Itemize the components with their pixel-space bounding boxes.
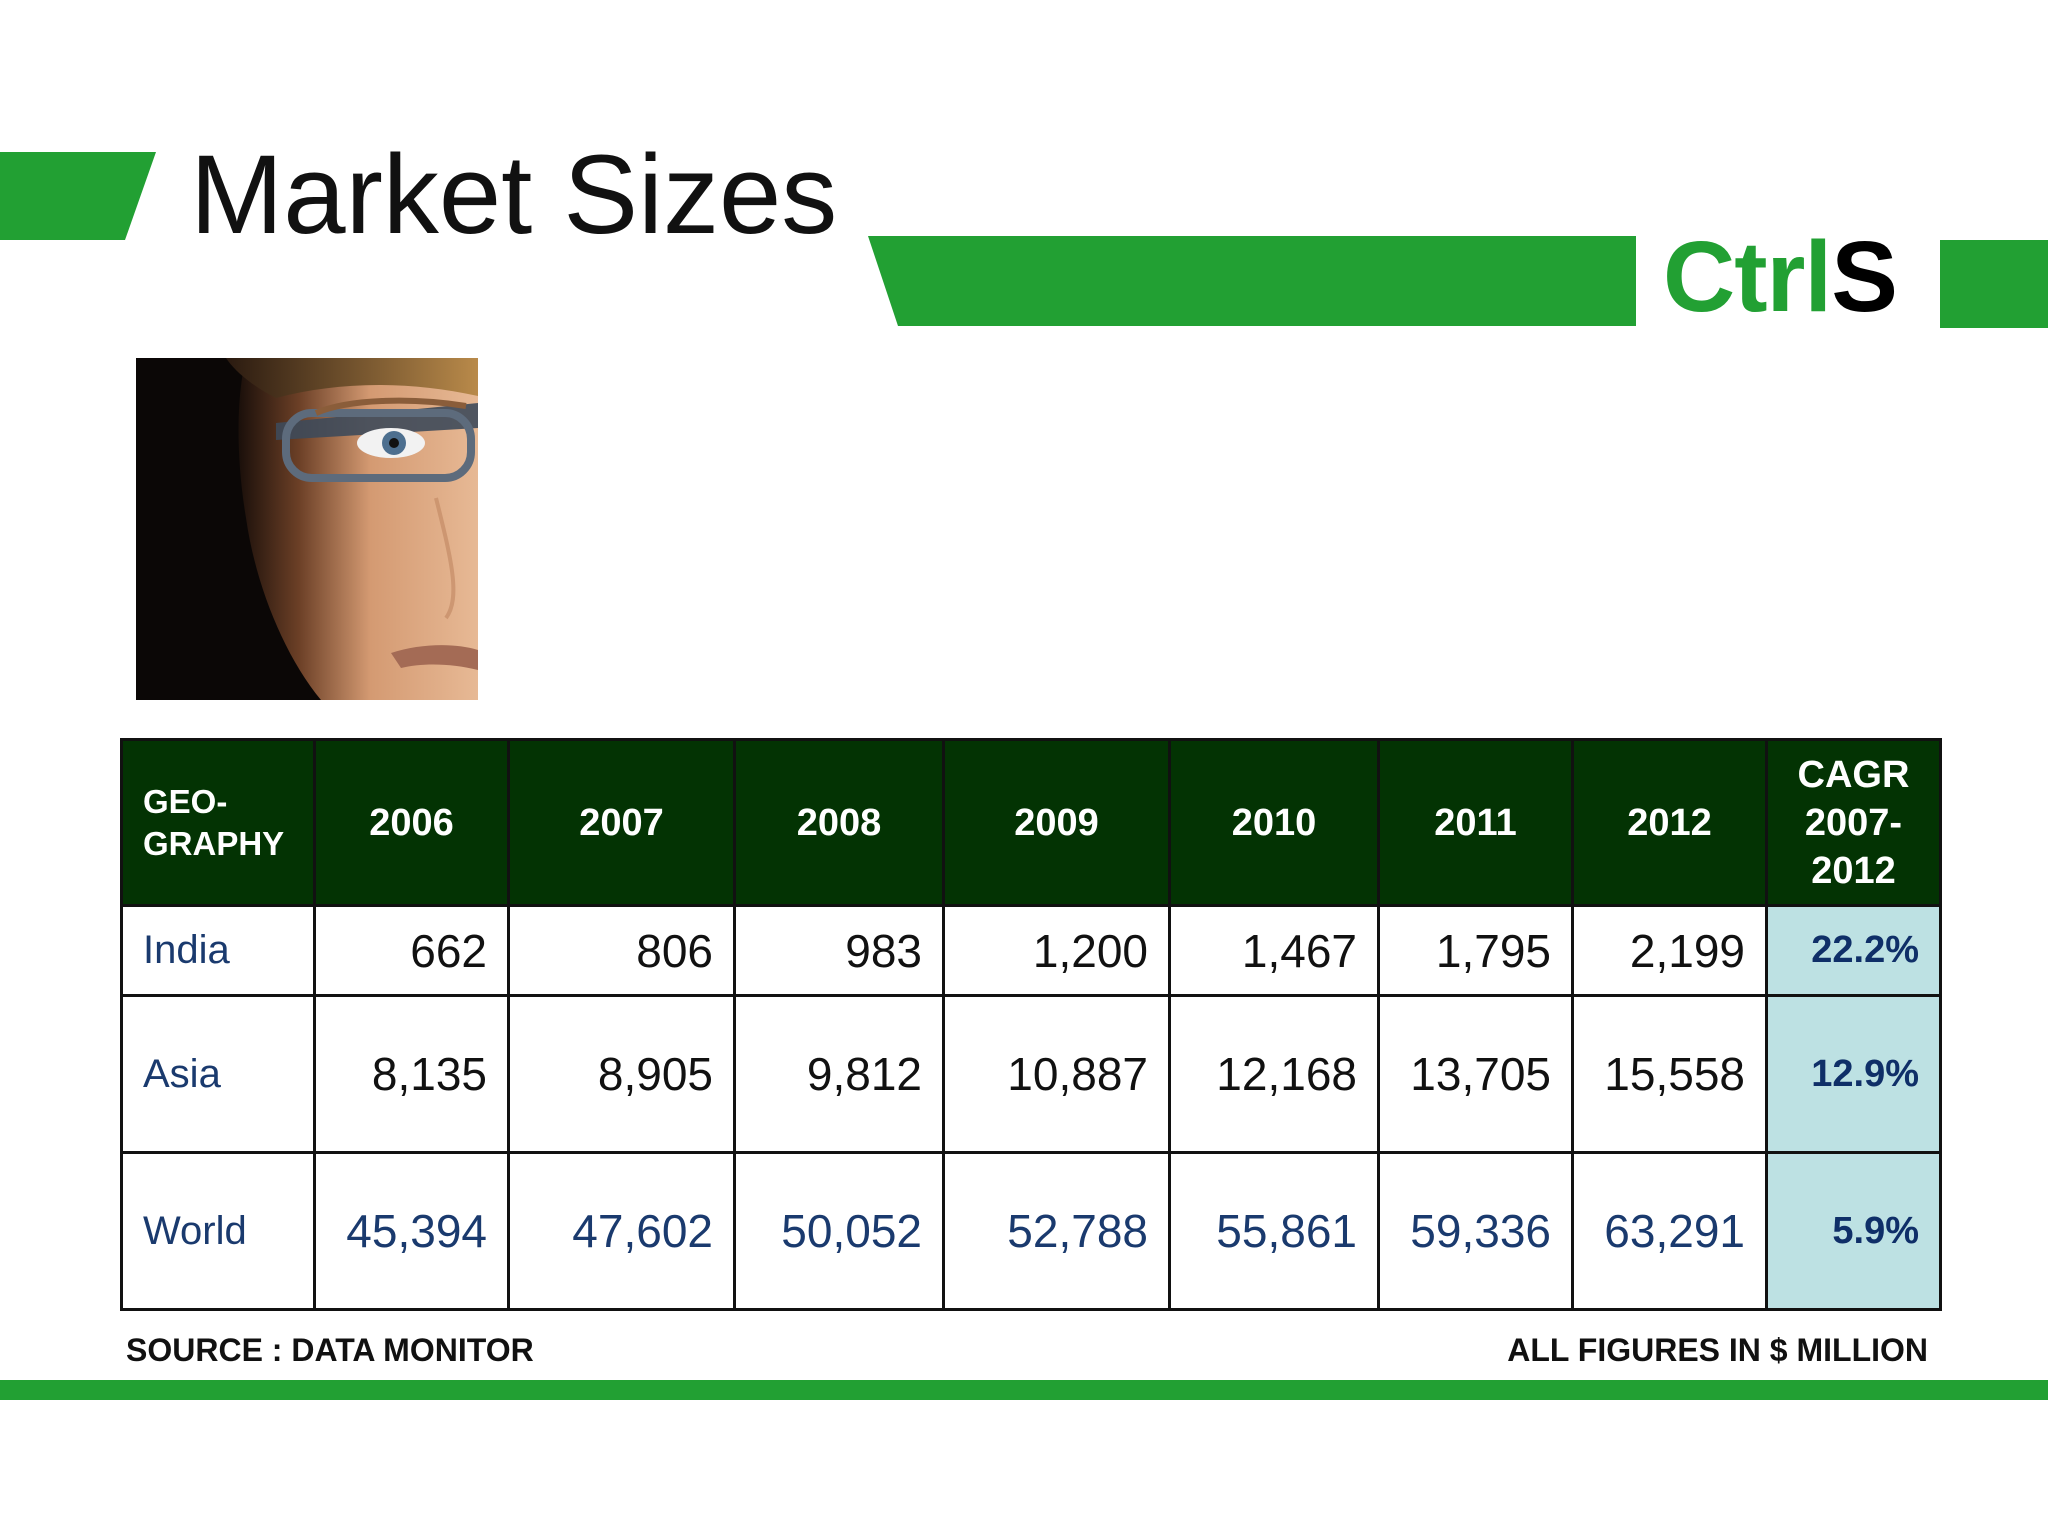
header-left-green-bar [0, 152, 156, 240]
logo-text-ctrl: Ctrl [1663, 221, 1832, 333]
value-cell: 52,788 [942, 1151, 1171, 1311]
region-cell: World [120, 1151, 316, 1311]
value-cell: 13,705 [1377, 994, 1574, 1154]
header-year-2007: 2007 [507, 738, 736, 907]
value-cell: 1,467 [1168, 904, 1380, 997]
value-cell: 1,795 [1377, 904, 1574, 997]
value-cell: 15,558 [1571, 994, 1768, 1154]
header-geography: GEO- GRAPHY [120, 738, 316, 907]
region-cell: India [120, 904, 316, 997]
value-cell: 1,200 [942, 904, 1171, 997]
table-row-world: World 45,394 47,602 50,052 52,788 55,861… [120, 1151, 1942, 1311]
header-year-2011: 2011 [1377, 738, 1574, 907]
value-cell: 12,168 [1168, 994, 1380, 1154]
header-year-2009: 2009 [942, 738, 1171, 907]
value-cell: 8,905 [507, 994, 736, 1154]
value-cell: 47,602 [507, 1151, 736, 1311]
portrait-photo [136, 358, 478, 700]
source-note: SOURCE : DATA MONITOR [126, 1332, 534, 1368]
value-cell: 10,887 [942, 994, 1171, 1154]
header-cagr: CAGR 2007- 2012 [1765, 738, 1942, 907]
units-note: ALL FIGURES IN $ MILLION [1507, 1332, 1928, 1368]
value-cell: 50,052 [733, 1151, 945, 1311]
value-cell: 2,199 [1571, 904, 1768, 997]
footer-green-line [0, 1380, 2048, 1400]
header-year-2010: 2010 [1168, 738, 1380, 907]
value-cell: 55,861 [1168, 1151, 1380, 1311]
cagr-cell: 5.9% [1765, 1151, 1942, 1311]
header-middle-green-bar [868, 236, 1636, 326]
value-cell: 45,394 [313, 1151, 510, 1311]
table-header-row: GEO- GRAPHY 2006 2007 2008 2009 2010 201… [120, 738, 1942, 907]
table-row-india: India 662 806 983 1,200 1,467 1,795 2,19… [120, 904, 1942, 997]
value-cell: 63,291 [1571, 1151, 1768, 1311]
logo-text-s: S [1831, 221, 1898, 333]
header-right-green-bar [1940, 240, 2048, 328]
header-year-2008: 2008 [733, 738, 945, 907]
value-cell: 8,135 [313, 994, 510, 1154]
value-cell: 59,336 [1377, 1151, 1574, 1311]
header-year-2012: 2012 [1571, 738, 1768, 907]
value-cell: 662 [313, 904, 510, 997]
header-year-2006: 2006 [313, 738, 510, 907]
table-row-asia: Asia 8,135 8,905 9,812 10,887 12,168 13,… [120, 994, 1942, 1154]
cagr-cell: 12.9% [1765, 994, 1942, 1154]
slide-title: Market Sizes [190, 132, 838, 257]
value-cell: 983 [733, 904, 945, 997]
ctrls-logo: CtrlS [1663, 221, 1898, 333]
value-cell: 9,812 [733, 994, 945, 1154]
value-cell: 806 [507, 904, 736, 997]
market-size-table: GEO- GRAPHY 2006 2007 2008 2009 2010 201… [120, 738, 1942, 1311]
region-cell: Asia [120, 994, 316, 1154]
cagr-cell: 22.2% [1765, 904, 1942, 997]
